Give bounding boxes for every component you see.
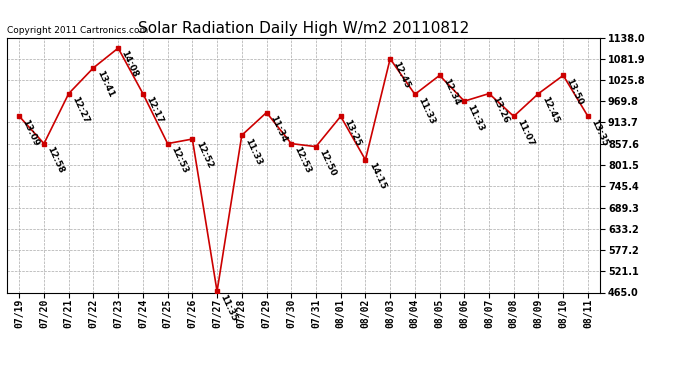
Text: 13:25: 13:25 (342, 118, 362, 147)
Text: 12:58: 12:58 (46, 145, 66, 175)
Text: 12:45: 12:45 (540, 95, 560, 125)
Text: 12:27: 12:27 (70, 95, 90, 125)
Text: 14:08: 14:08 (119, 50, 140, 79)
Text: Copyright 2011 Cartronics.com: Copyright 2011 Cartronics.com (7, 26, 148, 35)
Text: 14:15: 14:15 (367, 161, 387, 191)
Text: 13:50: 13:50 (564, 77, 585, 106)
Text: 11:34: 11:34 (268, 114, 288, 144)
Text: 13:26: 13:26 (491, 95, 511, 125)
Text: 12:17: 12:17 (144, 95, 165, 125)
Text: 11:35: 11:35 (219, 293, 239, 322)
Text: 11:33: 11:33 (466, 102, 486, 132)
Text: 13:35: 13:35 (589, 118, 609, 147)
Text: 12:34: 12:34 (441, 77, 462, 106)
Text: 13:09: 13:09 (21, 118, 41, 147)
Text: 12:53: 12:53 (293, 145, 313, 175)
Text: 12:50: 12:50 (317, 148, 337, 178)
Text: 11:07: 11:07 (515, 118, 535, 147)
Text: 12:45: 12:45 (391, 60, 412, 90)
Text: 11:33: 11:33 (416, 96, 437, 126)
Text: 12:52: 12:52 (194, 140, 214, 170)
Text: 12:53: 12:53 (169, 145, 189, 175)
Text: 13:41: 13:41 (95, 69, 115, 99)
Title: Solar Radiation Daily High W/m2 20110812: Solar Radiation Daily High W/m2 20110812 (138, 21, 469, 36)
Text: 11:33: 11:33 (243, 136, 264, 166)
